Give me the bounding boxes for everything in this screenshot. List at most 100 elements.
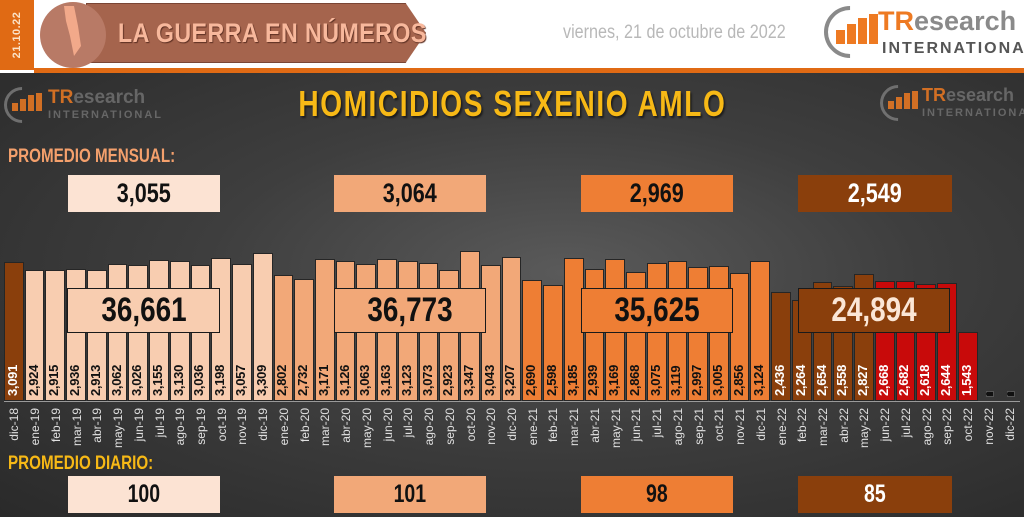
bar-nov-21: 2,856 — [729, 273, 750, 401]
daily-avg-box-2021: 98 — [581, 476, 733, 513]
x-tick-label: dic-19 — [256, 408, 271, 441]
x-tick-label: abr-22 — [836, 408, 851, 443]
bar-value-label: 3,126 — [336, 364, 352, 396]
x-tick-label: nov-21 — [733, 408, 748, 445]
x-tick-label: feb-19 — [48, 408, 63, 443]
x-tick-label: abr-19 — [90, 408, 105, 443]
bar-value-label: 0 — [1006, 390, 1016, 397]
bar-value-label: 3,171 — [315, 364, 331, 396]
x-tick-label: mar-20 — [318, 408, 333, 447]
x-tick-label: ago-19 — [173, 408, 188, 446]
x-tick-label: may-19 — [111, 408, 126, 449]
bar-value-label: 2,997 — [689, 364, 705, 396]
monthly-avg-box-2020: 3,064 — [334, 175, 486, 212]
bar-value-label: 2,644 — [937, 364, 953, 396]
bar-oct-22: 1,543 — [957, 332, 978, 401]
x-tick-label: feb-20 — [297, 408, 312, 443]
bar-value-label: 2,924 — [25, 364, 41, 396]
bar-value-label: 2,690 — [523, 364, 539, 396]
daily-avg-value: 85 — [864, 480, 886, 508]
x-tick-label: jun-20 — [380, 408, 395, 442]
monthly-avg-box-2021: 2,969 — [581, 175, 733, 212]
banner — [86, 3, 426, 63]
bar-value-label: 2,936 — [67, 364, 83, 396]
banner-title: LA GUERRA EN NÚMEROS — [118, 18, 427, 48]
x-tick-label: oct-22 — [961, 408, 976, 442]
bar-oct-21: 3,005 — [708, 266, 729, 401]
bar-value-label: 2,939 — [585, 364, 601, 396]
bar-value-label: 3,155 — [150, 364, 165, 396]
annual-total-box-2019: 36,661 — [67, 288, 220, 333]
chart-title: HOMICIDIOS SEXENIO AMLO — [297, 83, 726, 124]
x-tick-label: dic-20 — [505, 408, 519, 441]
daily-avg-value: 100 — [127, 480, 161, 508]
bar-value-label: 3,309 — [253, 364, 269, 396]
bars-container: 3,091 2,924 2,915 2,936 2,913 3,062 3,026 3,155… — [4, 73, 1020, 401]
monthly-avg-value: 3,064 — [382, 178, 438, 208]
bar-ene-19: 2,924 — [24, 270, 45, 401]
bar-value-label: 3,207 — [502, 364, 518, 396]
x-tick-label: mar-21 — [567, 408, 582, 447]
bar-value-label: 1,543 — [958, 364, 974, 396]
bar-value-label: 3,185 — [564, 364, 580, 396]
bar-value-label: 2,915 — [46, 364, 62, 396]
x-tick-label: sep-20 — [442, 408, 457, 445]
bar-value-label: 3,123 — [398, 364, 414, 396]
bar-value-label: 2,682 — [896, 364, 912, 396]
bar-value-label: 3,163 — [378, 364, 394, 396]
x-tick-label: sep-21 — [691, 408, 706, 445]
daily-avg-box-2022: 85 — [798, 476, 952, 513]
monthly-avg-value: 2,969 — [629, 178, 685, 208]
bar-value-label: 2,802 — [274, 364, 290, 396]
x-axis: dic-18 ene-19 feb-19 mar-19 abr-19 may-19 jun-… — [4, 401, 1020, 451]
annual-total-box-2022: 24,894 — [798, 288, 950, 333]
x-tick-label: ago-22 — [919, 408, 934, 446]
bar-value-label: 3,057 — [232, 364, 248, 396]
monthly-avg-box-2022: 2,549 — [798, 175, 952, 212]
monthly-avg-value: 3,055 — [116, 178, 172, 208]
x-tick-label: jul-19 — [152, 408, 167, 438]
x-tick-label: nov-22 — [981, 408, 996, 445]
x-tick-label: oct-19 — [214, 408, 229, 442]
bar-value-label: 2,598 — [543, 364, 559, 396]
bar-value-label: 2,913 — [87, 364, 103, 396]
x-tick-label: ene-20 — [276, 408, 291, 446]
chart-panel: TResearch INTERNATIONAL TResearch INTERN… — [0, 73, 1024, 517]
monthly-avg-label: PROMEDIO MENSUAL: — [8, 146, 176, 167]
bar-value-label: 2,654 — [813, 364, 829, 396]
x-tick-label: may-20 — [359, 408, 374, 449]
bar-ene-22: 2,436 — [771, 292, 791, 401]
bar-value-label: 2,923 — [440, 364, 456, 396]
watermark-logo-right: TResearch INTERNATIONAL — [872, 77, 1024, 129]
daily-avg-label: PROMEDIO DIARIO: — [8, 453, 154, 474]
header: 21.10.22 LA GUERRA EN NÚMEROS viernes, 2… — [0, 0, 1024, 70]
x-tick-label: may-22 — [857, 408, 872, 449]
x-tick-label: mar-19 — [69, 408, 84, 447]
bar-value-label: 3,043 — [481, 364, 497, 396]
bar-jun-19: 3,026 — [128, 265, 149, 401]
bar-value-label: 2,618 — [917, 364, 933, 396]
bar-dic-21: 3,124 — [750, 261, 771, 401]
bar-value-label: 3,005 — [709, 364, 725, 396]
bar-ene-21: 2,690 — [522, 280, 543, 401]
bar-value-label: 2,732 — [295, 364, 311, 396]
bar-dic-18: 3,091 — [4, 262, 24, 401]
bar-value-label: 2,264 — [792, 364, 808, 396]
x-tick-label: abr-21 — [587, 408, 602, 443]
monthly-avg-value: 2,549 — [847, 178, 903, 208]
daily-avg-value: 101 — [393, 480, 427, 508]
x-tick-label: nov-19 — [235, 408, 250, 445]
bar-value-label: 2,868 — [626, 364, 642, 396]
daily-avg-box-2020: 101 — [334, 476, 486, 513]
header-rule — [34, 68, 1024, 73]
bar-value-label: 3,036 — [191, 364, 207, 396]
x-tick-label: feb-21 — [546, 408, 561, 443]
x-tick-label: ene-19 — [28, 408, 43, 446]
bar-value-label: 3,091 — [4, 364, 20, 396]
bar-value-label: 3,347 — [461, 364, 477, 396]
date-code: 21.10.22 — [11, 11, 23, 59]
x-tick-label: dic-21 — [753, 408, 768, 441]
bar-value-label: 3,063 — [357, 364, 373, 396]
bar-dic-19: 3,309 — [252, 253, 273, 401]
x-tick-label: dic-22 — [1002, 408, 1017, 441]
